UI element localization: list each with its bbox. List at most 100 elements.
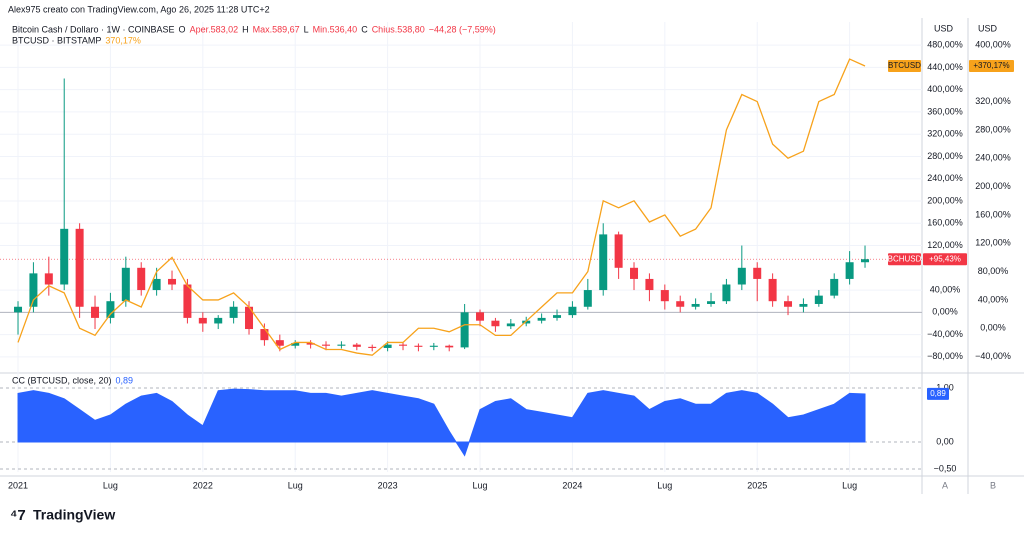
candle-body <box>275 340 284 346</box>
y2-tick-label: −40,00% <box>975 351 1011 361</box>
price-tag <box>969 60 1014 73</box>
candle-body <box>660 290 669 302</box>
y2-tick-label: 120,00% <box>975 238 1011 248</box>
logo-text: TradingView <box>33 507 115 523</box>
candle-body <box>691 303 700 307</box>
y-tick-label: 320,00% <box>927 129 963 139</box>
x-tick-label: Lug <box>657 480 672 490</box>
candle-body <box>614 234 623 268</box>
candle-body <box>91 306 100 318</box>
candle-body <box>383 344 392 348</box>
x-tick-label: 2021 <box>8 480 28 490</box>
y2-tick-label: 80,00% <box>978 266 1009 276</box>
y-tick-label: −0,50 <box>934 463 957 473</box>
candle-body <box>137 267 146 291</box>
y-tick-label: 0,00 <box>936 436 954 446</box>
candle-body <box>368 346 377 348</box>
candle-body <box>460 312 469 348</box>
candle-body <box>861 259 870 263</box>
y2-tick-label: 280,00% <box>975 124 1011 134</box>
y2-tick-label: 200,00% <box>975 181 1011 191</box>
candle-body <box>830 278 839 296</box>
candle-body <box>676 301 685 307</box>
y-tick-label: 480,00% <box>927 40 963 50</box>
candle-body <box>506 323 515 327</box>
y-tick-label: 240,00% <box>927 173 963 183</box>
candle-body <box>29 273 38 307</box>
y2-tick-label: 160,00% <box>975 209 1011 219</box>
x-tick-label: Lug <box>288 480 303 490</box>
indicator-legend: CC (BTCUSD, close, 20) <box>12 375 112 385</box>
candle-body <box>522 320 531 324</box>
value-tag-label: 0,89 <box>930 389 946 398</box>
candle-body <box>784 301 793 307</box>
line-series <box>17 58 866 356</box>
candle-body <box>121 267 130 302</box>
axis-unit: USD <box>934 23 954 33</box>
candle-body <box>214 317 223 324</box>
legend-ohlc: Max.589,67 <box>253 24 300 34</box>
candle-body <box>568 306 577 316</box>
candle-body <box>106 301 115 318</box>
candle-body <box>630 267 639 279</box>
x-tick-label: Lug <box>103 480 118 490</box>
legend-change: −44,28 (−7,59%) <box>429 24 496 34</box>
x-tick-label: 2025 <box>747 480 767 490</box>
legend-ohlc: Chius.538,80 <box>372 24 425 34</box>
indicator-value: 0,89 <box>116 375 134 385</box>
price-tag-name: BTCUSD <box>888 61 921 70</box>
y-tick-label: 400,00% <box>927 84 963 94</box>
x-tick-label: 2024 <box>562 480 582 490</box>
candle-body <box>399 344 408 346</box>
candle-body <box>168 278 177 285</box>
y2-tick-label: 240,00% <box>975 153 1011 163</box>
y-tick-label: 200,00% <box>927 195 963 205</box>
axis-button: A <box>942 480 948 490</box>
axis-button: B <box>990 480 996 490</box>
candle-body <box>291 342 300 346</box>
price-tag <box>888 253 921 266</box>
labels: 2021 Lug 2022 Lug 2023 Lug 2024 Lug 2025 Lug 480,0… <box>8 24 1014 490</box>
candle-body <box>707 301 716 304</box>
candle-body <box>414 345 423 347</box>
marks <box>14 58 870 457</box>
y-tick-label: 0,00% <box>932 307 958 317</box>
price-tag <box>923 253 967 266</box>
candle-body <box>260 329 269 341</box>
candle-body <box>245 306 254 330</box>
axis-unit: USD <box>978 23 998 33</box>
candle-body <box>814 295 823 304</box>
legend-key: O <box>179 24 186 34</box>
legend-series: BTCUSD · BITSTAMP <box>12 35 101 45</box>
y-tick-label: 160,00% <box>927 218 963 228</box>
y-tick-label: 120,00% <box>927 240 963 250</box>
legend-ohlc: Aper.583,02 <box>190 24 239 34</box>
y2-tick-label: 400,00% <box>975 39 1011 49</box>
candle-body <box>599 234 608 291</box>
area-series <box>17 388 866 457</box>
candle-body <box>322 344 331 346</box>
candle-body <box>60 228 69 285</box>
candle-body <box>229 306 238 318</box>
x-tick-label: Lug <box>842 480 857 490</box>
candle-body <box>553 315 562 318</box>
candle-body <box>337 344 346 346</box>
candle-body <box>445 345 454 348</box>
price-tag-value: +370,17% <box>973 61 1009 70</box>
legend-key: C <box>361 24 368 34</box>
price-tag <box>888 60 921 73</box>
legend-symbol: Bitcoin Cash / Dollaro · 1W · COINBASE <box>12 24 175 34</box>
candle-body <box>152 278 161 291</box>
x-tick-label: 2022 <box>193 480 213 490</box>
legend-key: H <box>242 24 249 34</box>
legend-value: 370,17% <box>105 35 141 45</box>
candle-body <box>306 342 315 345</box>
y2-tick-label: 320,00% <box>975 96 1011 106</box>
candle-body <box>491 320 500 327</box>
candle-body <box>753 267 762 279</box>
candle-body <box>14 306 23 313</box>
candle-body <box>183 284 192 318</box>
y-tick-label: 280,00% <box>927 151 963 161</box>
candle-body <box>476 312 485 321</box>
